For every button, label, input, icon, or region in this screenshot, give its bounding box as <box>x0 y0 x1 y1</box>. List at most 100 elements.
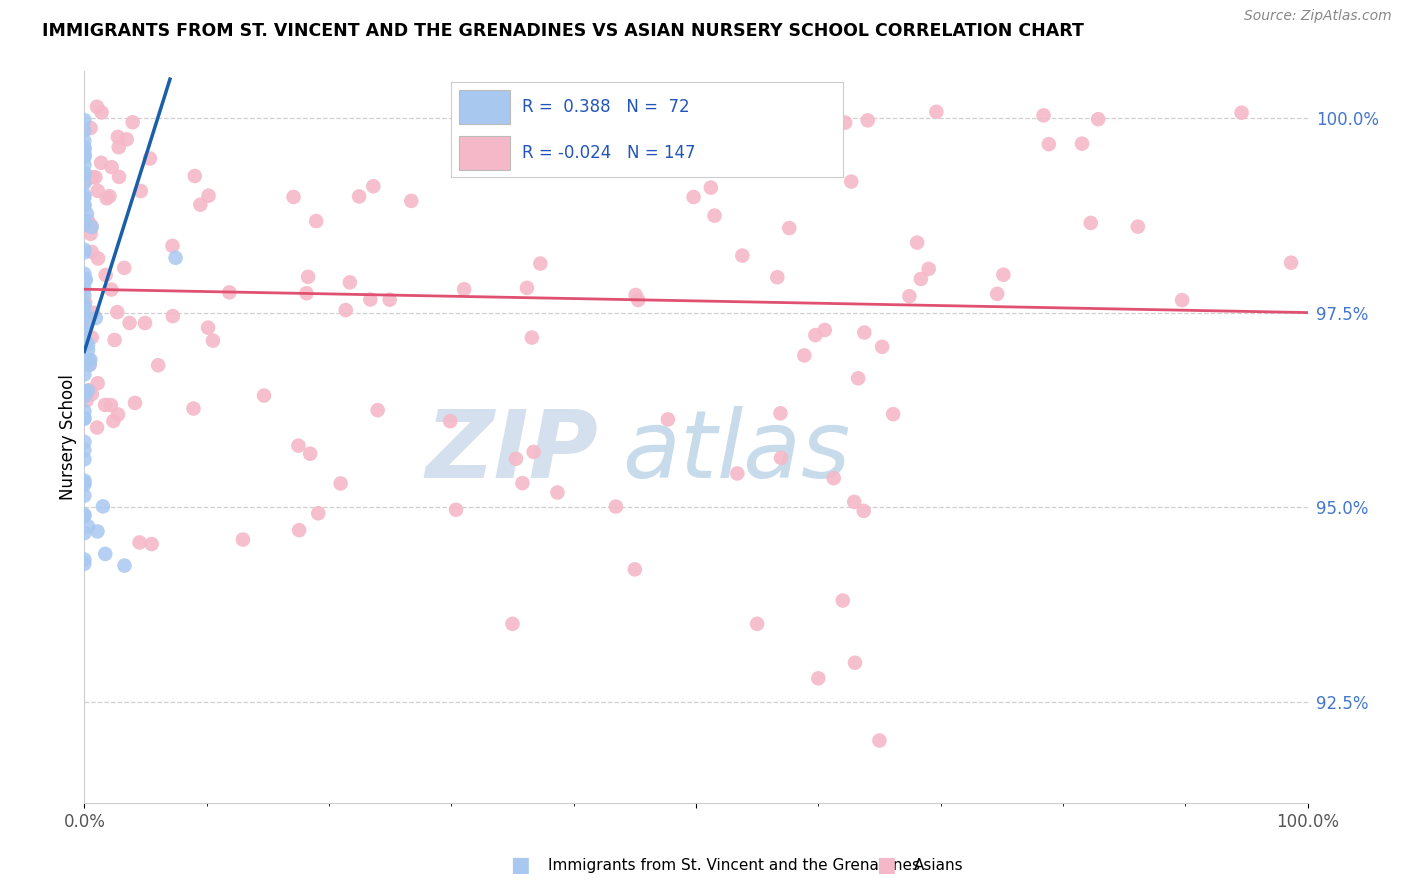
Point <box>73 384 96 399</box>
Point <box>73 271 96 285</box>
Point <box>90 105 112 120</box>
Point <box>103 414 125 428</box>
Point <box>73 245 96 260</box>
Point <box>201 334 224 348</box>
Point <box>831 593 853 607</box>
Point <box>1279 255 1302 269</box>
Point <box>73 320 96 334</box>
Point <box>77 383 100 397</box>
Point <box>73 477 96 491</box>
Point <box>114 558 136 573</box>
Point <box>73 299 96 313</box>
Point <box>90 156 112 170</box>
Point <box>75 273 97 287</box>
Point <box>73 552 96 566</box>
Point <box>769 450 792 465</box>
Point <box>731 249 754 263</box>
Point <box>73 274 96 288</box>
Point <box>91 500 114 514</box>
Point <box>347 189 370 203</box>
Point <box>79 357 101 371</box>
Point <box>86 100 108 114</box>
Point <box>910 272 932 286</box>
Point <box>882 407 904 421</box>
Point <box>86 376 108 391</box>
Point <box>253 388 276 402</box>
Point <box>844 656 866 670</box>
Point <box>1171 293 1194 307</box>
Point <box>73 452 96 467</box>
Point <box>73 508 96 523</box>
Point <box>1038 137 1060 152</box>
Point <box>105 305 128 319</box>
Point <box>747 616 769 631</box>
Point <box>73 299 96 313</box>
Point <box>77 337 100 351</box>
Point <box>401 194 423 208</box>
Point <box>107 140 129 154</box>
Point <box>98 189 121 203</box>
Point <box>73 123 96 137</box>
Point <box>73 489 96 503</box>
Point <box>197 320 219 334</box>
Point <box>844 495 866 509</box>
Point <box>329 476 352 491</box>
Point <box>146 358 169 372</box>
Point <box>77 352 100 367</box>
Point <box>73 334 96 349</box>
Point <box>94 268 117 282</box>
Point <box>100 283 122 297</box>
Text: Asians: Asians <box>914 858 963 872</box>
Point <box>682 190 704 204</box>
Point <box>73 411 96 425</box>
Point <box>80 219 103 233</box>
Point <box>453 282 475 296</box>
Point <box>73 273 96 287</box>
Point <box>516 281 538 295</box>
Point <box>823 471 845 485</box>
Point <box>141 537 163 551</box>
Point <box>77 214 100 228</box>
Point <box>1230 105 1253 120</box>
Point <box>73 526 96 541</box>
Point <box>86 184 108 198</box>
Point <box>79 121 101 136</box>
Point <box>77 519 100 533</box>
Point <box>197 188 219 202</box>
Point <box>846 371 869 385</box>
Point <box>627 293 650 307</box>
Point <box>73 199 96 213</box>
Y-axis label: Nursery School: Nursery School <box>59 374 77 500</box>
Point <box>898 289 921 303</box>
Point <box>96 191 118 205</box>
Point <box>339 276 361 290</box>
Point <box>856 113 879 128</box>
Point <box>925 104 948 119</box>
Point <box>107 129 129 144</box>
Point <box>73 474 96 488</box>
Point <box>335 303 357 318</box>
Point <box>769 406 792 420</box>
Point <box>73 368 96 382</box>
Point <box>523 445 546 459</box>
Point <box>299 447 322 461</box>
Point <box>73 158 96 172</box>
Point <box>77 343 100 358</box>
Point <box>73 434 96 449</box>
Point <box>700 180 723 194</box>
Point <box>134 316 156 330</box>
Point <box>839 175 862 189</box>
Point <box>86 420 108 434</box>
Point <box>129 184 152 198</box>
Point <box>657 412 679 426</box>
Point <box>283 190 305 204</box>
Point <box>869 733 891 747</box>
Point <box>80 330 103 344</box>
Point <box>118 316 141 330</box>
Point <box>73 335 96 350</box>
Point <box>73 282 96 296</box>
Point <box>73 442 96 457</box>
Point <box>121 115 143 129</box>
Point <box>79 352 101 367</box>
Text: Immigrants from St. Vincent and the Grenadines: Immigrants from St. Vincent and the Gren… <box>548 858 921 872</box>
